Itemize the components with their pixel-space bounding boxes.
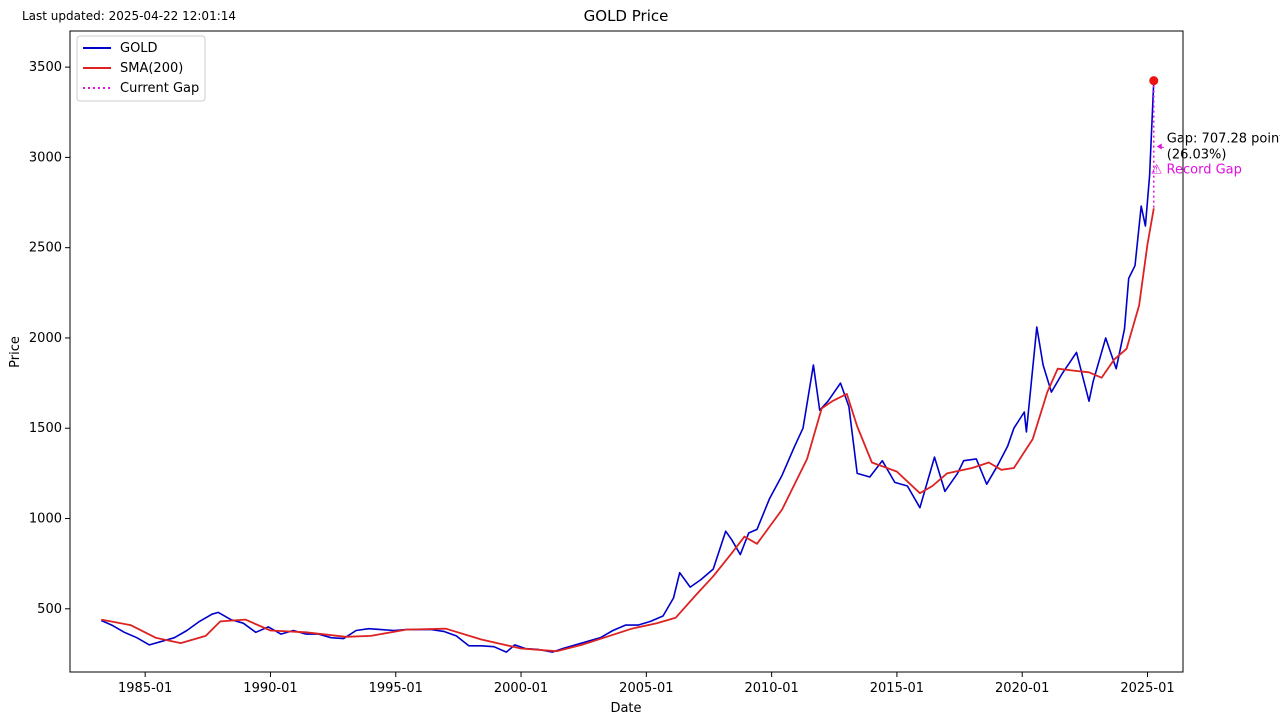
gap-layer: Gap: 707.28 points(26.03%)⚠ Record Gap: [1149, 76, 1280, 209]
gap-annotation-label: Gap: 707.28 points: [1167, 131, 1280, 146]
legend-label-gap: Current Gap: [120, 81, 199, 96]
x-tick-label: 2005-01: [619, 681, 673, 696]
y-tick-label: 3500: [29, 60, 62, 75]
y-tick-label: 1000: [29, 512, 62, 527]
current-price-marker: [1149, 76, 1159, 86]
y-tick-label: 3000: [29, 150, 62, 165]
gap-annotation-arrowhead: [1156, 143, 1162, 150]
x-tick-label: 2000-01: [494, 681, 548, 696]
gap-percent-label: (26.03%): [1167, 147, 1227, 162]
x-axis-label: Date: [610, 701, 641, 716]
sma-200-line: [101, 208, 1155, 653]
x-tick-label: 2010-01: [744, 681, 798, 696]
gold-price-line: [100, 80, 1155, 653]
y-axis-label: Price: [8, 336, 23, 368]
y-tick-label: 2500: [29, 241, 62, 256]
x-tick-label: 1990-01: [243, 681, 297, 696]
x-axis: 1985-01 1990-01 1995-01 2000-01 2005-01 2010-…: [118, 672, 1175, 696]
y-tick-label: 2000: [29, 331, 62, 346]
legend: GOLD SMA(200) Current Gap: [76, 35, 206, 102]
y-tick-label: 500: [37, 602, 62, 617]
record-gap-label: ⚠ Record Gap: [1151, 162, 1242, 177]
x-tick-label: 1985-01: [118, 681, 172, 696]
y-axis: 500 1000 1500 2000 2500 3000 3500: [29, 60, 70, 617]
legend-label-sma: SMA(200): [120, 61, 183, 76]
x-tick-label: 2025-01: [1120, 681, 1174, 696]
y-tick-label: 1500: [29, 421, 62, 436]
series-layer: [100, 80, 1155, 653]
last-updated-label: Last updated: 2025-04-22 12:01:14: [22, 9, 237, 23]
chart-title: GOLD Price: [583, 7, 669, 25]
plot-frame: [69, 30, 1184, 673]
x-tick-label: 1995-01: [369, 681, 423, 696]
legend-label-gold: GOLD: [120, 41, 158, 56]
x-tick-label: 2020-01: [995, 681, 1049, 696]
x-tick-label: 2015-01: [870, 681, 924, 696]
legend-box: [76, 35, 206, 102]
